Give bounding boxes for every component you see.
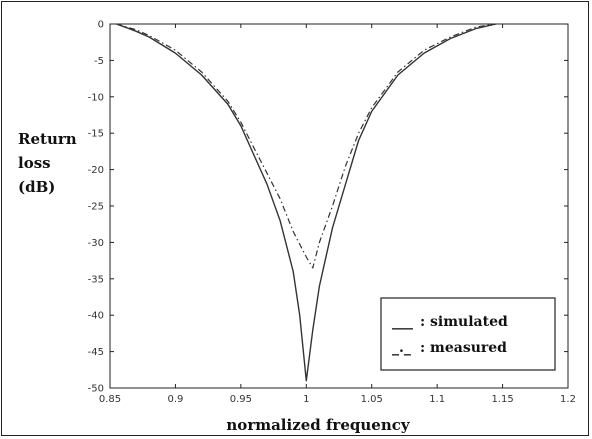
series-line-simulated [116, 23, 497, 382]
y-tick-label: -5 [94, 56, 104, 67]
x-tick-label: 0.95 [230, 394, 252, 405]
y-tick-label: -35 [88, 274, 104, 285]
y-axis-ticks: 0 -5 -10 -15 -20 -25 -30 -35 -40 -45 -50 [88, 20, 568, 395]
x-tick-label: 1.15 [491, 394, 513, 405]
y-axis-label-line: (dB) [18, 178, 55, 196]
legend-sample: ___ [392, 314, 413, 330]
y-tick-label: -15 [88, 129, 104, 140]
y-tick-label: -50 [88, 384, 104, 395]
x-tick-label: 0.9 [167, 394, 183, 405]
y-tick-label: 0 [98, 20, 104, 31]
series-group [116, 23, 497, 382]
y-tick-label: -25 [88, 202, 104, 213]
y-tick-label: -20 [88, 165, 104, 176]
x-tick-label: 0.85 [99, 394, 121, 405]
x-tick-label: 1.1 [429, 394, 445, 405]
x-tick-label: 1.2 [560, 394, 576, 405]
legend-sample: _._ [392, 340, 411, 356]
legend-label: : simulated [420, 314, 508, 330]
x-axis-label: normalized frequency [226, 416, 410, 434]
y-tick-label: -30 [88, 238, 104, 249]
x-tick-label: 1 [303, 394, 309, 405]
y-tick-label: -10 [88, 92, 104, 103]
y-axis-label-line: loss [18, 154, 51, 172]
x-tick-label: 1.05 [361, 394, 383, 405]
legend-label: : measured [420, 340, 507, 356]
y-tick-label: -40 [88, 311, 104, 322]
legend-box [380, 297, 556, 371]
y-axis-label: Return loss (dB) [18, 130, 77, 196]
y-tick-label: -45 [88, 347, 104, 358]
y-axis-label-line: Return [18, 130, 77, 148]
legend: ___ : simulated _._ : measured [380, 297, 556, 371]
series-line-measured [116, 23, 497, 269]
x-axis-ticks: 0.85 0.9 0.95 1 1.05 1.1 1.15 1.2 [99, 24, 576, 405]
